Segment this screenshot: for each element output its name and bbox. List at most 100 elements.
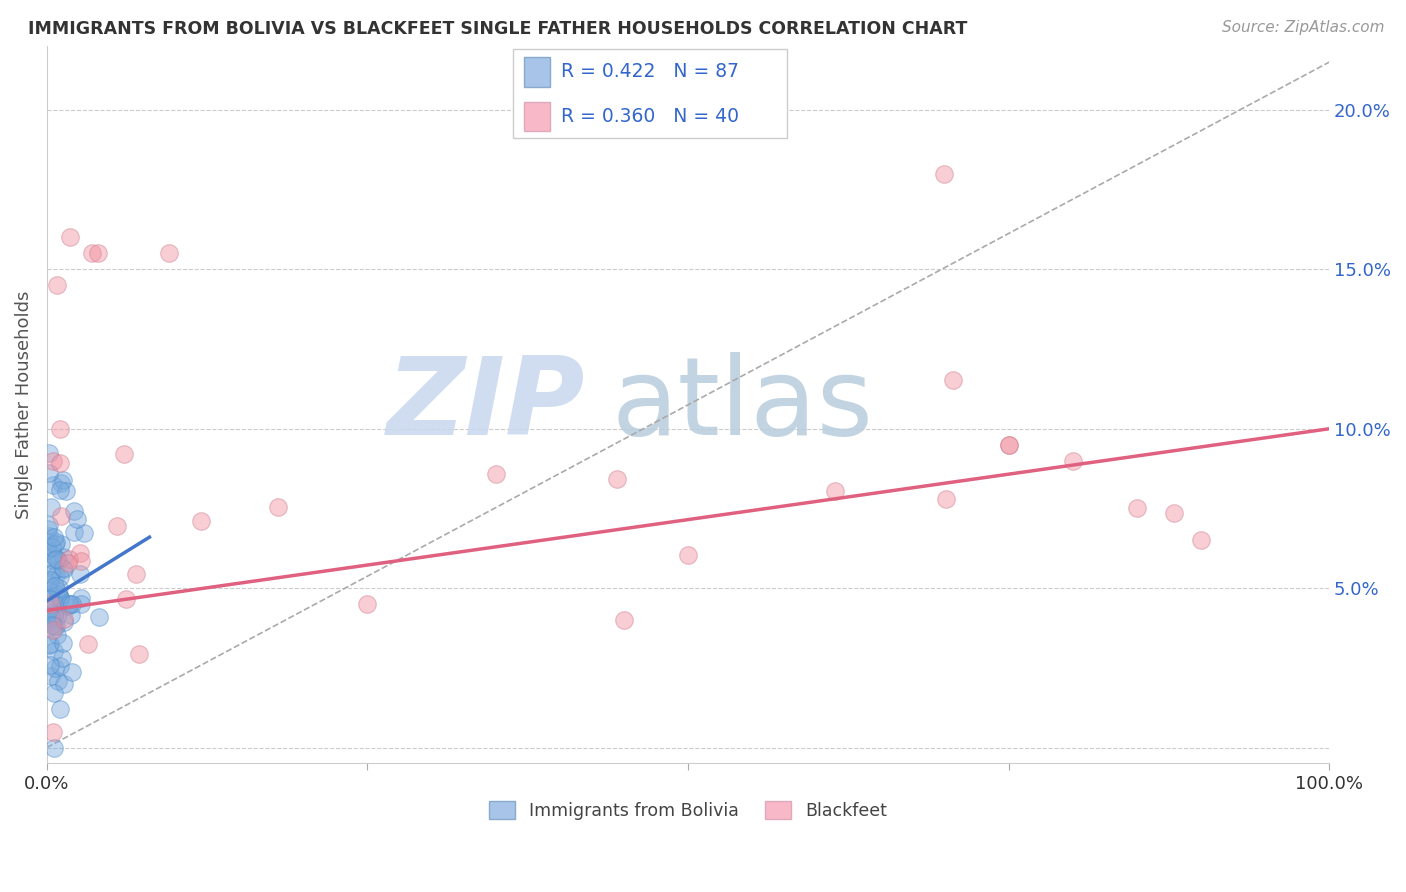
Point: [45, 628, 67, 642]
Point: [942, 373, 965, 387]
Point: [59, 230, 82, 244]
Point: [56, 556, 79, 570]
Point: [37, 542, 59, 557]
Point: [37, 543, 59, 558]
Point: [125, 566, 148, 581]
Point: [52, 550, 75, 565]
Point: [60, 598, 83, 612]
Point: [128, 647, 150, 661]
Point: [45, 552, 67, 566]
Point: [49, 590, 72, 604]
Point: [52, 612, 75, 626]
Point: [48, 581, 70, 595]
Point: [935, 492, 957, 507]
Point: [49, 475, 72, 490]
Point: [60, 665, 83, 680]
Point: [46, 278, 69, 293]
Text: atlas: atlas: [612, 351, 873, 458]
Point: [39, 615, 62, 630]
Point: [42, 596, 65, 610]
Text: R = 0.422   N = 87: R = 0.422 N = 87: [561, 62, 740, 81]
Point: [49, 591, 72, 606]
Point: [58, 598, 80, 612]
Point: [38, 615, 60, 629]
Point: [38, 529, 60, 543]
Point: [114, 592, 136, 607]
Text: R = 0.360   N = 40: R = 0.360 N = 40: [561, 107, 740, 126]
Point: [37, 612, 59, 626]
Point: [37, 604, 59, 618]
Point: [35, 574, 58, 589]
Point: [112, 447, 135, 461]
Point: [485, 467, 508, 482]
Point: [53, 615, 76, 629]
Point: [48, 456, 70, 470]
Point: [70, 597, 93, 611]
Point: [51, 509, 73, 524]
Point: [44, 661, 66, 675]
Point: [46, 584, 69, 599]
Point: [42, 740, 65, 755]
Point: [38, 517, 60, 532]
Point: [89, 609, 111, 624]
Point: [80, 246, 103, 260]
Point: [56, 599, 79, 613]
Text: ZIP: ZIP: [387, 351, 585, 458]
Point: [997, 438, 1019, 452]
Point: [39, 586, 62, 600]
Point: [44, 537, 66, 551]
Point: [606, 472, 628, 486]
Point: [41, 606, 63, 620]
Point: [42, 686, 65, 700]
Point: [824, 483, 846, 498]
Point: [39, 500, 62, 514]
Y-axis label: Single Father Households: Single Father Households: [15, 291, 32, 519]
Point: [73, 526, 96, 541]
Legend: Immigrants from Bolivia, Blackfeet: Immigrants from Bolivia, Blackfeet: [482, 794, 894, 827]
Point: [38, 574, 60, 588]
Point: [52, 473, 75, 487]
Point: [42, 724, 65, 739]
Point: [70, 554, 93, 568]
Point: [49, 569, 72, 583]
Point: [52, 636, 75, 650]
Point: [55, 483, 77, 498]
Point: [52, 677, 75, 691]
Point: [41, 618, 63, 632]
Point: [69, 566, 91, 581]
Text: Source: ZipAtlas.com: Source: ZipAtlas.com: [1222, 20, 1385, 35]
Point: [38, 658, 60, 673]
Point: [46, 608, 69, 623]
Point: [42, 548, 65, 562]
Point: [42, 616, 65, 631]
Text: IMMIGRANTS FROM BOLIVIA VS BLACKFEET SINGLE FATHER HOUSEHOLDS CORRELATION CHART: IMMIGRANTS FROM BOLIVIA VS BLACKFEET SIN…: [28, 20, 967, 37]
Point: [1163, 507, 1185, 521]
Point: [41, 541, 63, 555]
Point: [934, 167, 956, 181]
Point: [52, 562, 75, 576]
Point: [157, 246, 180, 260]
Point: [39, 669, 62, 683]
Point: [42, 623, 65, 637]
Point: [42, 478, 65, 492]
Point: [45, 568, 67, 582]
Point: [45, 534, 67, 549]
Point: [42, 644, 65, 658]
Point: [46, 553, 69, 567]
Point: [48, 588, 70, 602]
Point: [997, 438, 1019, 452]
Point: [51, 651, 73, 665]
Point: [38, 467, 60, 481]
Point: [42, 619, 65, 633]
Point: [39, 567, 62, 582]
Point: [190, 514, 212, 528]
Point: [41, 610, 63, 624]
Point: [267, 500, 290, 515]
Point: [77, 637, 100, 651]
Point: [38, 446, 60, 460]
Point: [42, 531, 65, 545]
Point: [63, 525, 86, 540]
Point: [48, 422, 70, 436]
Point: [69, 546, 91, 560]
Point: [38, 608, 60, 623]
